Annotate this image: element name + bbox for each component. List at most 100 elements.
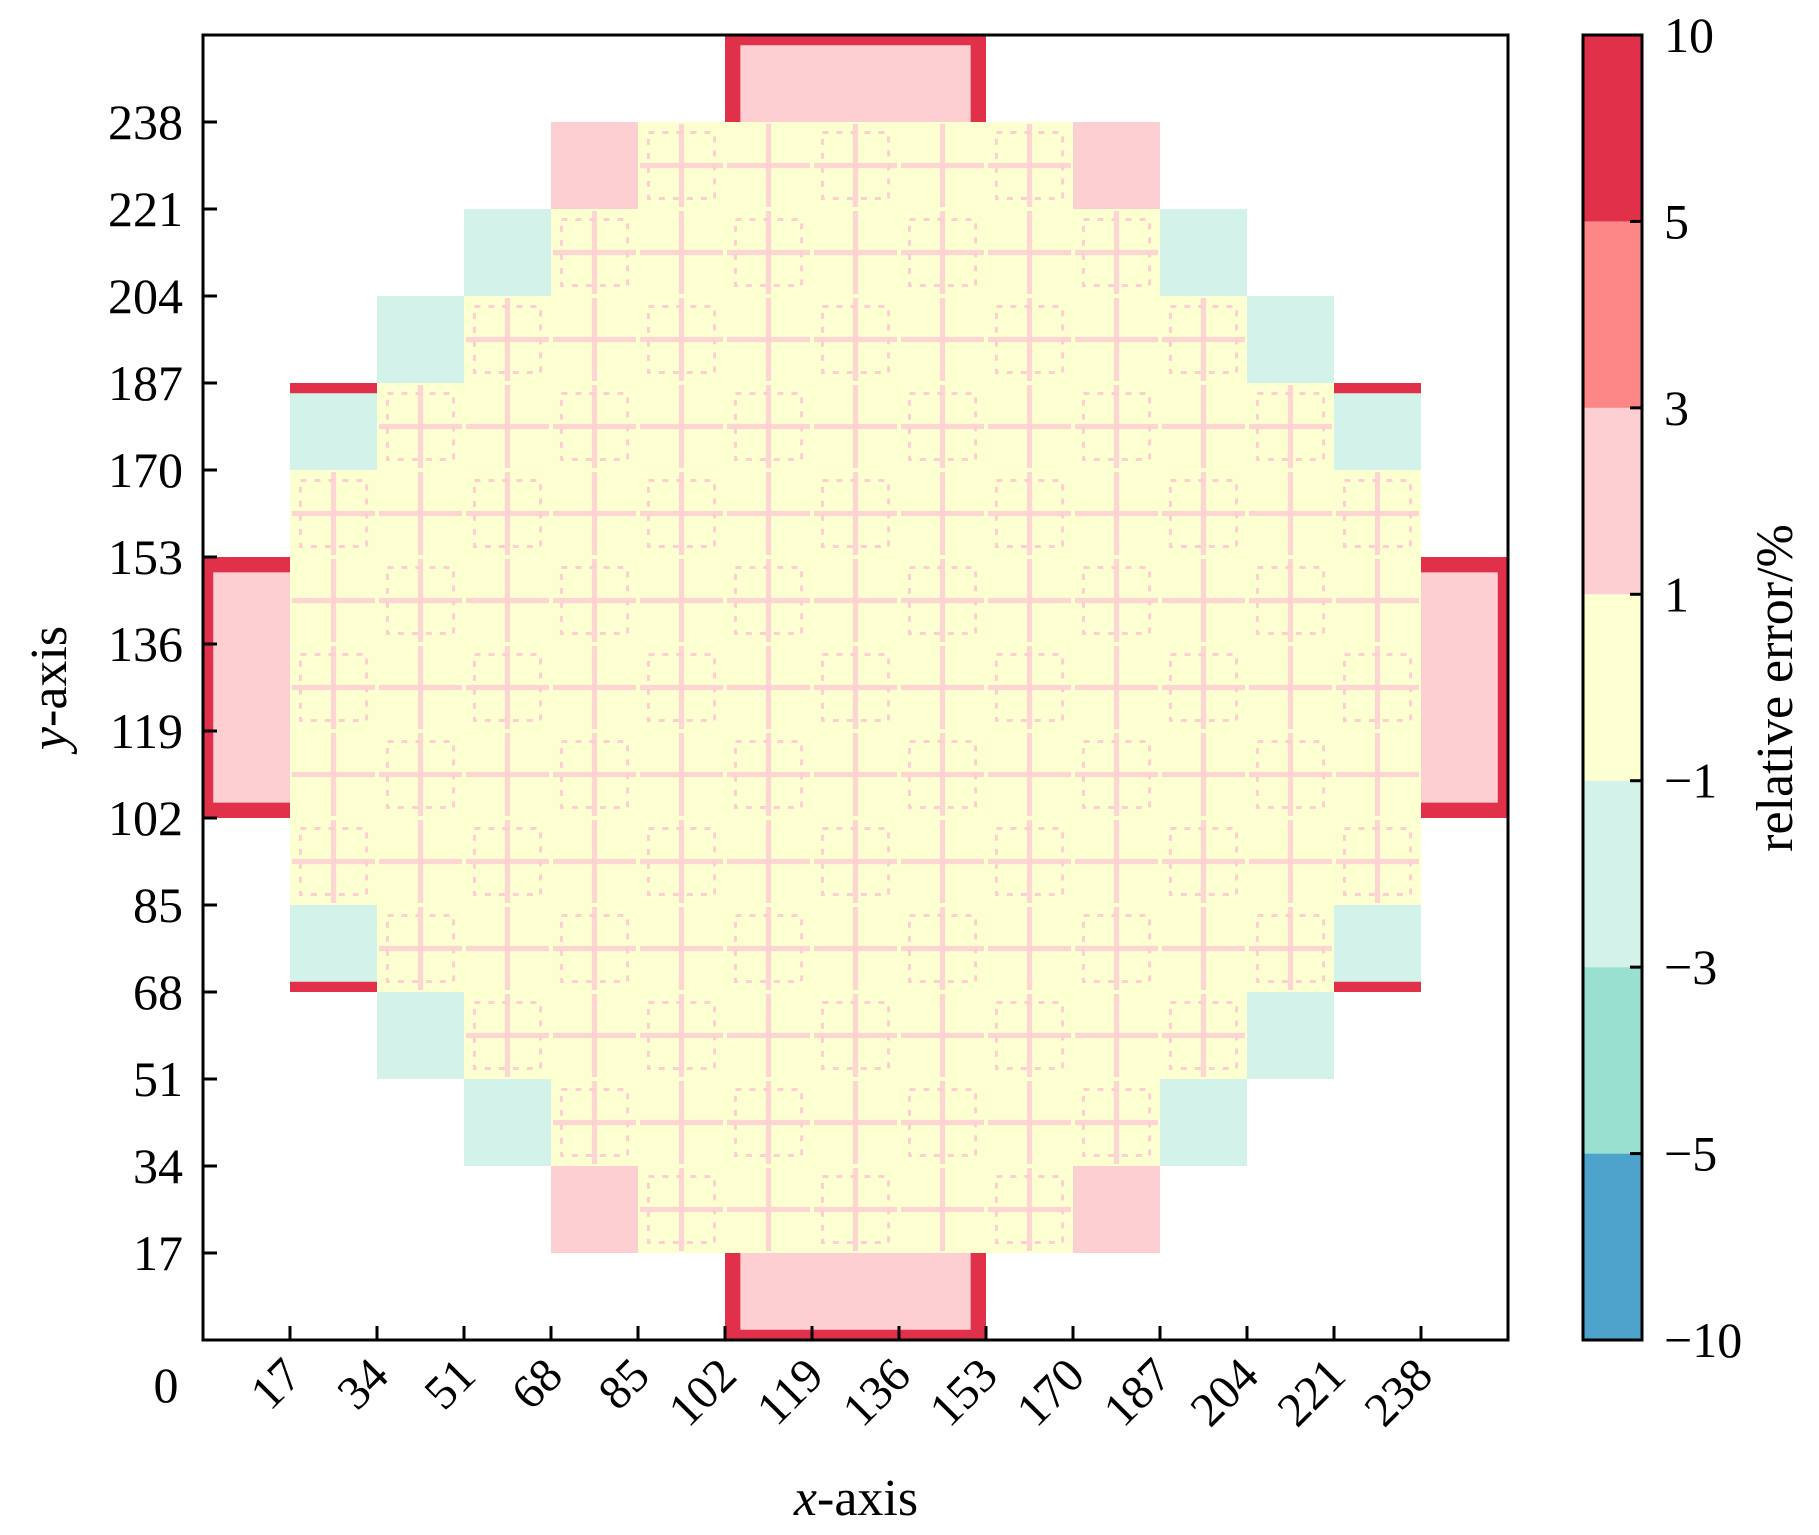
assembly-stripe-h: [988, 249, 1071, 256]
assembly-stripe-h: [1075, 510, 1158, 517]
assembly-stripe-h: [901, 510, 984, 517]
assembly-stripe-h: [814, 597, 897, 604]
assembly-pattern: [1081, 739, 1152, 810]
edge-band-6: [1421, 802, 1508, 818]
edge-band-10: [725, 35, 741, 122]
colorbar-tick-label: 10: [1664, 7, 1714, 63]
assembly-pattern: [1255, 565, 1326, 636]
assembly-pattern: [472, 652, 543, 723]
assembly-stripe-h: [988, 336, 1071, 343]
assembly-stripe-h: [727, 1119, 810, 1126]
assembly-stripe-h: [379, 423, 462, 430]
assembly-stripe-h: [640, 336, 723, 343]
assembly-stripe-h: [1249, 858, 1332, 865]
assembly-pattern: [298, 478, 369, 549]
colorbar-tick-label: −5: [1664, 1126, 1717, 1182]
error-region-0: [725, 1253, 986, 1340]
edge-band-5: [203, 557, 290, 573]
error-region-1: [725, 35, 986, 122]
assembly-stripe-h: [1162, 858, 1245, 865]
assembly-stripe-h: [553, 423, 636, 430]
assembly-stripe-h: [292, 510, 375, 517]
assembly-stripe-h: [640, 597, 723, 604]
assembly-stripe-h: [901, 1206, 984, 1213]
y-tick-label: 170: [108, 442, 183, 498]
colorbar: −10 −5 −3 −1 1 3 5 10: [1581, 7, 1742, 1368]
y-tick-label: 34: [133, 1138, 183, 1194]
assembly-stripe-h: [292, 597, 375, 604]
assembly-stripe-h: [553, 771, 636, 778]
colorbar-tick-label: −10: [1664, 1312, 1742, 1368]
assembly-stripe-h: [1075, 945, 1158, 952]
colorbar-tick-label: 1: [1664, 566, 1689, 622]
assembly-pattern: [646, 304, 717, 375]
assembly-pattern: [733, 913, 804, 984]
assembly-pattern: [733, 1087, 804, 1158]
assembly-stripe-h: [901, 771, 984, 778]
assembly-stripe-h: [640, 771, 723, 778]
assembly-stripe-h: [640, 858, 723, 865]
assembly-pattern: [907, 913, 978, 984]
colorbar-tick-label: −1: [1664, 753, 1717, 809]
assembly-stripe-h: [727, 336, 810, 343]
assembly-stripe-h: [727, 423, 810, 430]
assembly-pattern: [733, 217, 804, 288]
assembly-stripe-h: [379, 597, 462, 604]
y-axis-label-rest: -axis: [21, 626, 78, 727]
assembly-pattern: [559, 913, 630, 984]
assembly-pattern: [994, 304, 1065, 375]
y-tick-label: 119: [110, 703, 183, 759]
assembly-stripe-h: [901, 1119, 984, 1126]
assembly-pattern: [385, 739, 456, 810]
assembly-pattern: [907, 1087, 978, 1158]
y-tick-label: 221: [108, 181, 183, 237]
assembly-stripe-h: [814, 162, 897, 169]
assembly-pattern: [559, 391, 630, 462]
assembly-pattern: [472, 478, 543, 549]
assembly-stripe-h: [1075, 684, 1158, 691]
error-region-7: [1073, 122, 1160, 209]
error-region-10: [464, 209, 551, 296]
assembly-pattern: [559, 565, 630, 636]
error-region-13: [1247, 992, 1334, 1079]
assembly-stripe-h: [640, 423, 723, 430]
assembly-stripe-h: [727, 858, 810, 865]
x-tick-label: 85: [588, 1348, 659, 1419]
assembly-stripe-h: [466, 684, 549, 691]
assembly-pattern: [646, 1174, 717, 1245]
assembly-pattern: [1342, 826, 1413, 897]
x-tick-label: 34: [327, 1348, 398, 1419]
plot-frame: [201, 33, 1510, 1342]
assembly-stripe-h: [640, 162, 723, 169]
assembly-stripe-h: [988, 162, 1071, 169]
assembly-pattern: [907, 565, 978, 636]
assembly-stripe-h: [379, 771, 462, 778]
assembly-pattern: [733, 739, 804, 810]
assembly-stripe-h: [466, 771, 549, 778]
assembly-stripe-h: [1162, 597, 1245, 604]
edge-band-1: [725, 35, 986, 46]
edge-band-4: [203, 802, 290, 818]
assembly-pattern: [1255, 739, 1326, 810]
assembly-stripe-h: [814, 1032, 897, 1039]
assembly-stripe-h: [727, 162, 810, 169]
x-tick-label: 17: [240, 1348, 311, 1419]
edge-band-8: [725, 1253, 741, 1340]
assembly-pattern: [1081, 217, 1152, 288]
assembly-stripe-h: [814, 510, 897, 517]
assembly-pattern: [994, 130, 1065, 201]
assembly-stripe-h: [988, 1032, 1071, 1039]
assembly-stripe-h: [466, 597, 549, 604]
error-region-15: [1247, 296, 1334, 383]
assembly-pattern: [1342, 478, 1413, 549]
x-tick-label: 238: [1354, 1348, 1442, 1436]
assembly-pattern: [907, 217, 978, 288]
edge-band-13: [1334, 981, 1421, 992]
assembly-pattern: [1168, 826, 1239, 897]
x-tick-label: 102: [658, 1348, 746, 1436]
assembly-stripe-h: [553, 336, 636, 343]
assembly-stripe-h: [553, 945, 636, 952]
assembly-stripe-h: [553, 1032, 636, 1039]
assembly-pattern: [733, 391, 804, 462]
assembly-stripe-h: [640, 684, 723, 691]
